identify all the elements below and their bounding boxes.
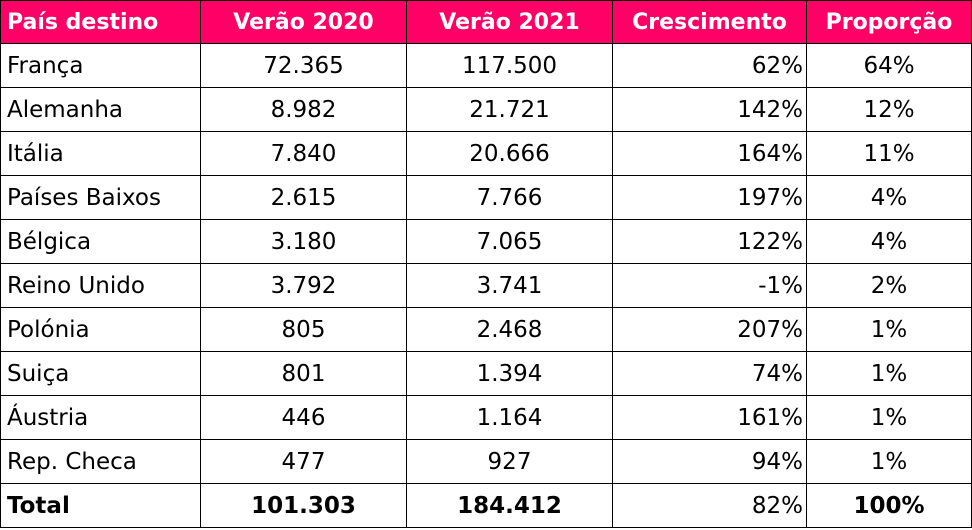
summer-2020-cell: 3.792 xyxy=(200,263,407,308)
summer-2021-cell: 3.741 xyxy=(406,263,613,308)
table-row: Rep. Checa 477 927 94% 1% xyxy=(0,439,972,484)
total-summer-2021: 184.412 xyxy=(406,483,613,528)
summer-2020-cell: 7.840 xyxy=(200,131,407,176)
summer-2021-cell: 7.065 xyxy=(406,219,613,264)
growth-cell: 142% xyxy=(612,87,807,132)
summer-2021-cell: 117.500 xyxy=(406,43,613,88)
country-cell: Bélgica xyxy=(0,219,201,264)
growth-cell: 94% xyxy=(612,439,807,484)
table-row: Alemanha 8.982 21.721 142% 12% xyxy=(0,87,972,132)
summer-2020-cell: 2.615 xyxy=(200,175,407,220)
header-row: País destino Verão 2020 Verão 2021 Cresc… xyxy=(0,0,972,44)
total-row: Total 101.303 184.412 82% 100% xyxy=(0,483,972,528)
total-label: Total xyxy=(0,483,201,528)
total-summer-2020: 101.303 xyxy=(200,483,407,528)
total-growth: 82% xyxy=(612,483,807,528)
proportion-cell: 1% xyxy=(806,439,972,484)
summer-2021-cell: 21.721 xyxy=(406,87,613,132)
header-summer-2021: Verão 2021 xyxy=(406,0,613,44)
table-row: Países Baixos 2.615 7.766 197% 4% xyxy=(0,175,972,220)
table-row: Polónia 805 2.468 207% 1% xyxy=(0,307,972,352)
header-destination: País destino xyxy=(0,0,201,44)
summer-2021-cell: 1.164 xyxy=(406,395,613,440)
proportion-cell: 4% xyxy=(806,219,972,264)
growth-cell: 74% xyxy=(612,351,807,396)
summer-2020-cell: 8.982 xyxy=(200,87,407,132)
table-row: Áustria 446 1.164 161% 1% xyxy=(0,395,972,440)
country-cell: Rep. Checa xyxy=(0,439,201,484)
proportion-cell: 1% xyxy=(806,307,972,352)
country-cell: Países Baixos xyxy=(0,175,201,220)
proportion-cell: 12% xyxy=(806,87,972,132)
summer-2021-cell: 7.766 xyxy=(406,175,613,220)
table-row: Bélgica 3.180 7.065 122% 4% xyxy=(0,219,972,264)
proportion-cell: 1% xyxy=(806,351,972,396)
proportion-cell: 2% xyxy=(806,263,972,308)
country-cell: Suiça xyxy=(0,351,201,396)
header-growth: Crescimento xyxy=(612,0,807,44)
growth-cell: 197% xyxy=(612,175,807,220)
summer-2020-cell: 477 xyxy=(200,439,407,484)
table-row: Itália 7.840 20.666 164% 11% xyxy=(0,131,972,176)
country-cell: França xyxy=(0,43,201,88)
proportion-cell: 1% xyxy=(806,395,972,440)
proportion-cell: 64% xyxy=(806,43,972,88)
summer-2020-cell: 805 xyxy=(200,307,407,352)
summer-2021-cell: 927 xyxy=(406,439,613,484)
growth-cell: 161% xyxy=(612,395,807,440)
summer-2020-cell: 801 xyxy=(200,351,407,396)
table-row: França 72.365 117.500 62% 64% xyxy=(0,43,972,88)
proportion-cell: 11% xyxy=(806,131,972,176)
growth-cell: 122% xyxy=(612,219,807,264)
header-summer-2020: Verão 2020 xyxy=(200,0,407,44)
summer-2020-cell: 446 xyxy=(200,395,407,440)
total-proportion: 100% xyxy=(806,483,972,528)
country-cell: Alemanha xyxy=(0,87,201,132)
summer-2021-cell: 20.666 xyxy=(406,131,613,176)
country-cell: Itália xyxy=(0,131,201,176)
growth-cell: -1% xyxy=(612,263,807,308)
summer-2020-cell: 3.180 xyxy=(200,219,407,264)
table-row: Suiça 801 1.394 74% 1% xyxy=(0,351,972,396)
country-cell: Reino Unido xyxy=(0,263,201,308)
country-cell: Áustria xyxy=(0,395,201,440)
growth-cell: 164% xyxy=(612,131,807,176)
proportion-cell: 4% xyxy=(806,175,972,220)
summer-2020-cell: 72.365 xyxy=(200,43,407,88)
table-row: Reino Unido 3.792 3.741 -1% 2% xyxy=(0,263,972,308)
growth-cell: 62% xyxy=(612,43,807,88)
growth-cell: 207% xyxy=(612,307,807,352)
header-proportion: Proporção xyxy=(806,0,972,44)
summer-2021-cell: 2.468 xyxy=(406,307,613,352)
country-cell: Polónia xyxy=(0,307,201,352)
summer-2021-cell: 1.394 xyxy=(406,351,613,396)
